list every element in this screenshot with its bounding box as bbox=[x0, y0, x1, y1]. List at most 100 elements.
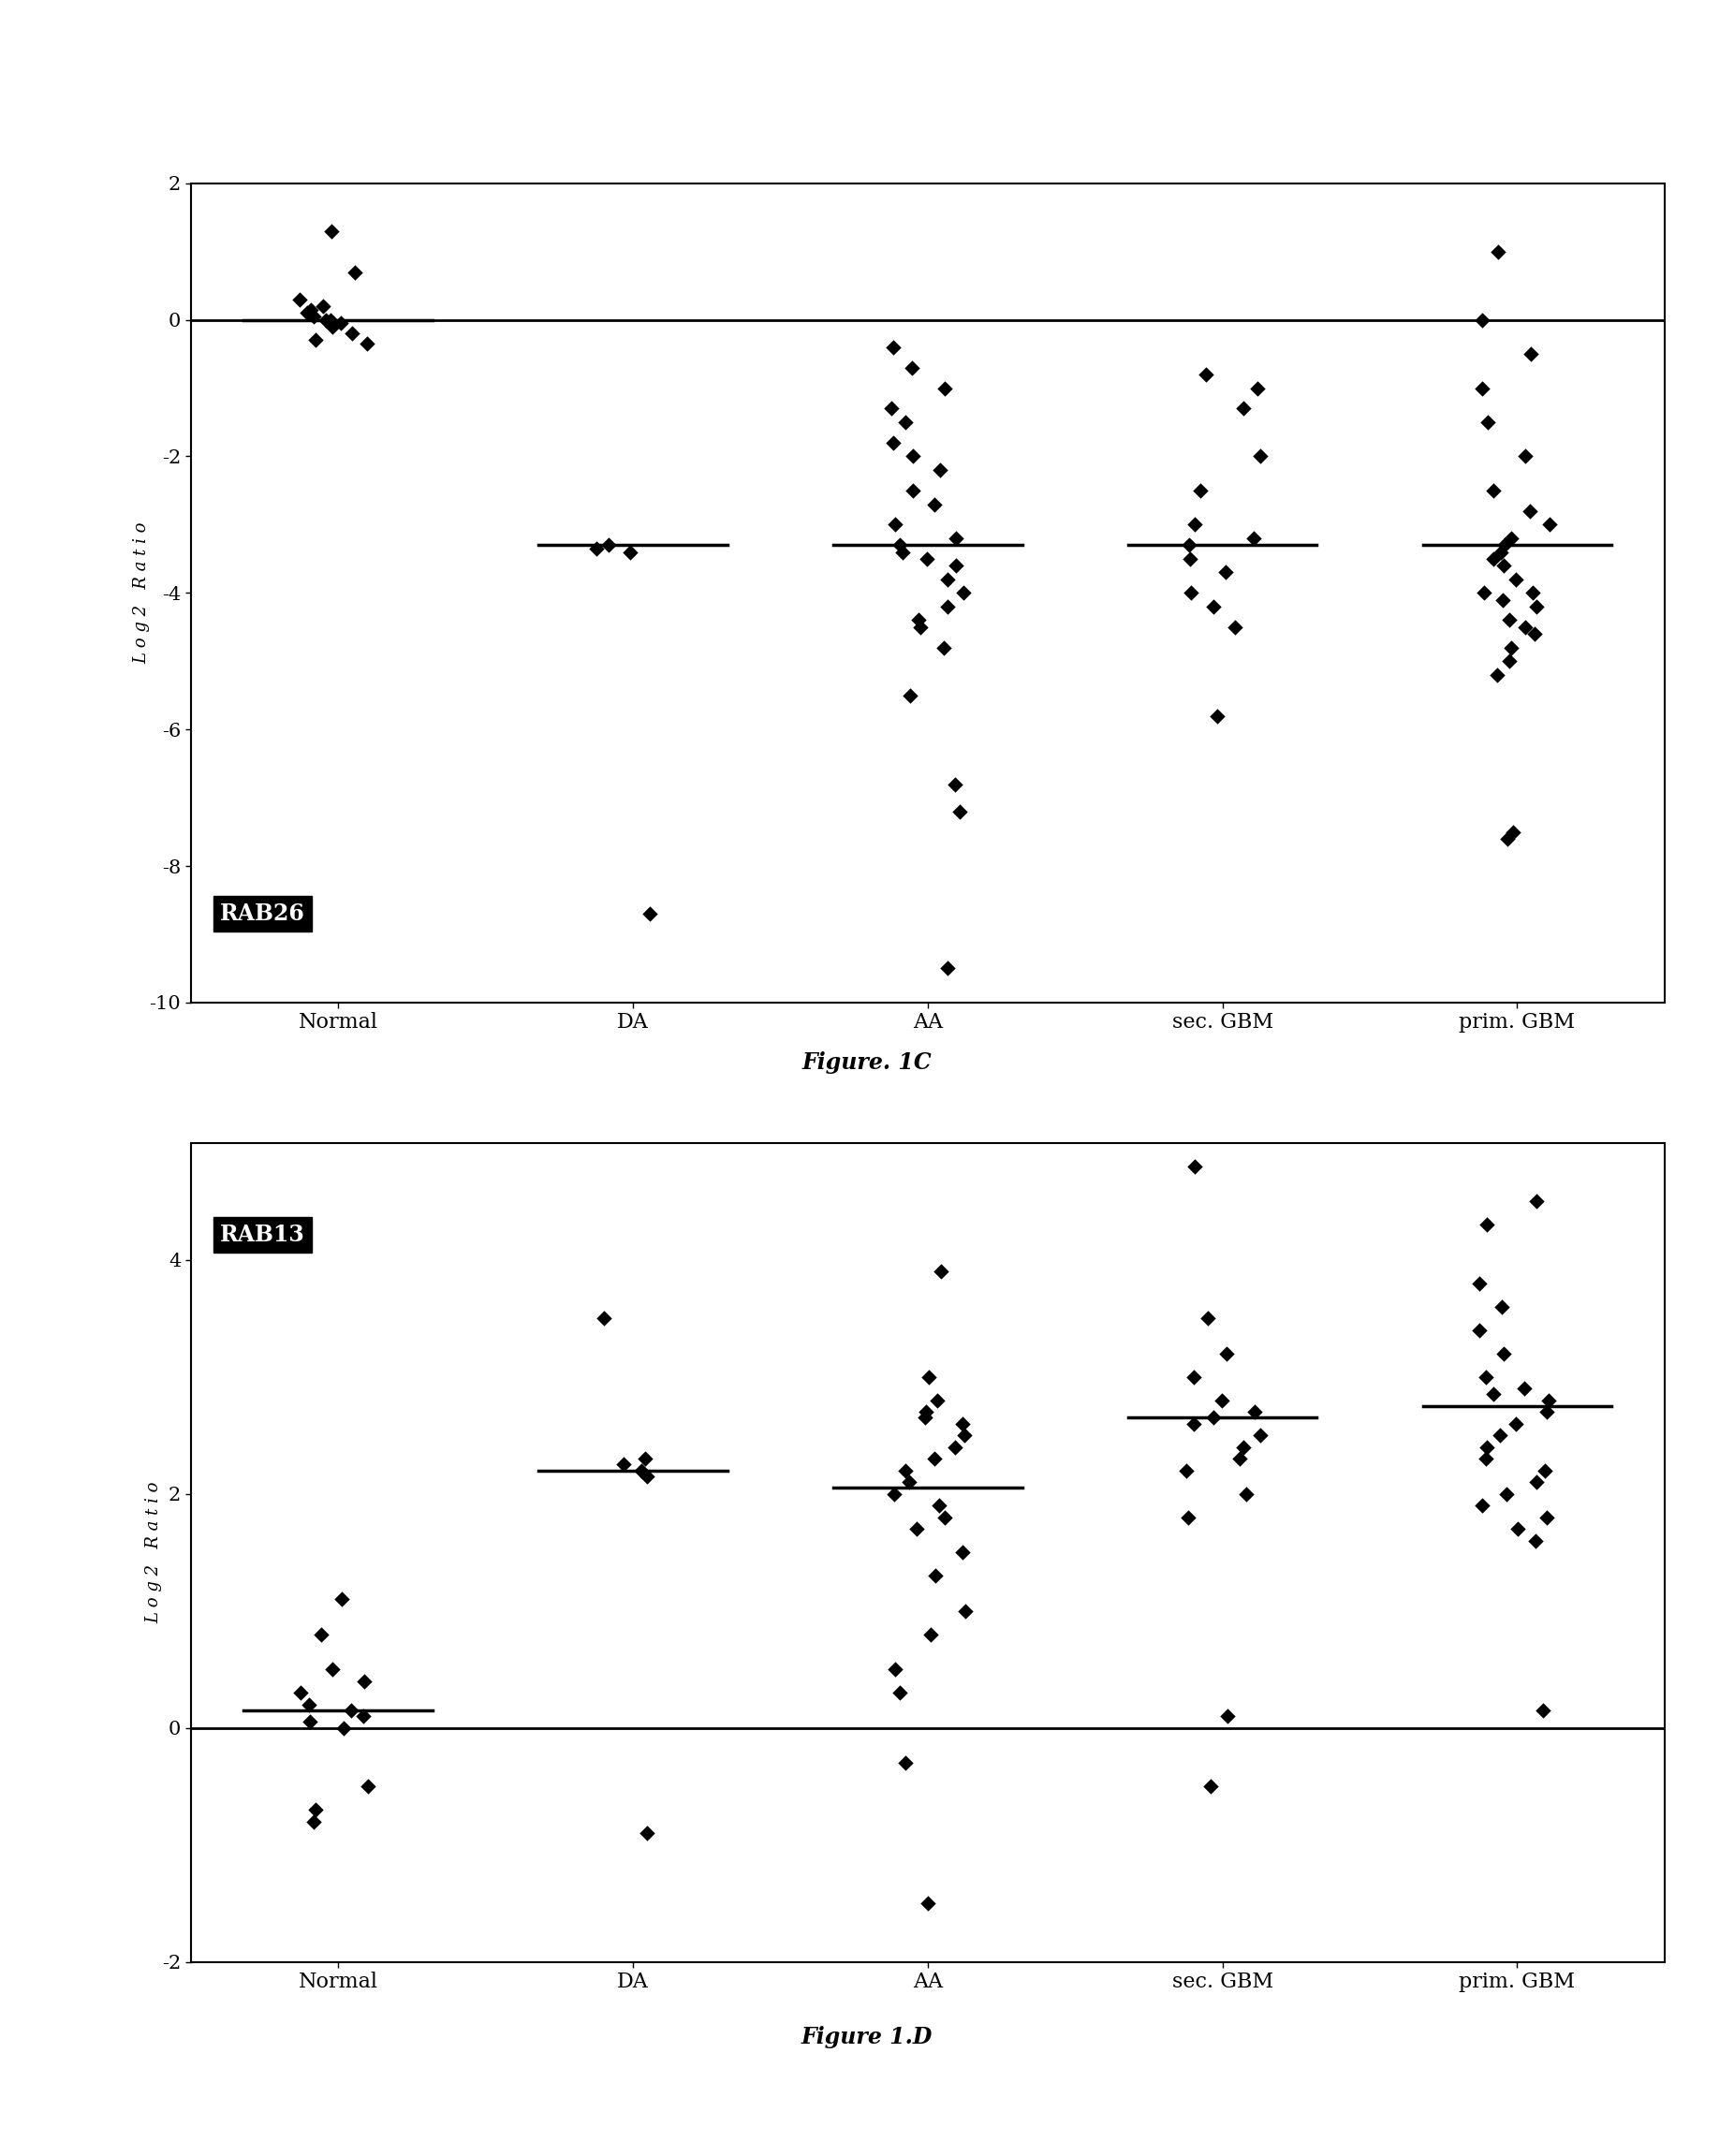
Point bbox=[1490, 582, 1517, 617]
Point bbox=[891, 1453, 919, 1488]
Point bbox=[1465, 1266, 1493, 1300]
Point bbox=[950, 1419, 978, 1453]
Point bbox=[1172, 1453, 1200, 1488]
Point bbox=[295, 1688, 323, 1723]
Point bbox=[1491, 528, 1519, 563]
Point bbox=[1229, 392, 1257, 427]
Point bbox=[1522, 1464, 1550, 1498]
Point bbox=[1522, 1184, 1550, 1218]
Point bbox=[1469, 371, 1496, 405]
Point bbox=[354, 326, 381, 360]
Point bbox=[302, 323, 329, 358]
Point bbox=[928, 1255, 955, 1289]
Point bbox=[1196, 1770, 1224, 1805]
Point bbox=[1179, 1406, 1207, 1440]
Point bbox=[942, 1429, 969, 1464]
Point bbox=[329, 1710, 357, 1744]
Point bbox=[297, 1705, 324, 1740]
Point bbox=[1176, 541, 1203, 576]
Point bbox=[1233, 1477, 1261, 1511]
Point bbox=[1531, 1453, 1559, 1488]
Point bbox=[933, 563, 961, 597]
Point bbox=[610, 1447, 638, 1481]
Point bbox=[921, 1559, 948, 1593]
Point bbox=[916, 1360, 943, 1395]
Point bbox=[898, 440, 926, 474]
Point bbox=[952, 1593, 980, 1628]
Point bbox=[338, 317, 366, 351]
Point bbox=[922, 1382, 950, 1416]
Point bbox=[1240, 522, 1268, 556]
Point bbox=[1512, 610, 1540, 645]
Point bbox=[935, 951, 962, 985]
Point bbox=[1212, 554, 1240, 589]
Point bbox=[312, 302, 340, 336]
Point bbox=[910, 1401, 938, 1436]
Point bbox=[300, 300, 328, 334]
Point bbox=[1243, 371, 1271, 405]
Point bbox=[1486, 535, 1514, 569]
Point bbox=[1496, 522, 1524, 556]
Point bbox=[1483, 658, 1510, 692]
Point bbox=[942, 548, 969, 582]
Point bbox=[595, 528, 623, 563]
Point bbox=[319, 1651, 347, 1686]
Point bbox=[1247, 440, 1274, 474]
Point bbox=[1490, 548, 1517, 582]
Point bbox=[316, 302, 343, 336]
Point bbox=[1502, 1406, 1529, 1440]
Point bbox=[902, 1511, 929, 1546]
Point bbox=[1465, 1313, 1493, 1348]
Point bbox=[896, 677, 924, 711]
Point bbox=[1510, 1371, 1538, 1406]
Point bbox=[328, 1583, 355, 1617]
Point bbox=[890, 535, 917, 569]
Point bbox=[921, 1442, 948, 1477]
Point bbox=[1498, 630, 1526, 664]
Point bbox=[1221, 610, 1248, 645]
Point bbox=[1484, 235, 1512, 270]
Text: RAB26: RAB26 bbox=[220, 903, 305, 925]
Point bbox=[354, 1770, 381, 1805]
Point bbox=[914, 541, 942, 576]
Point bbox=[1200, 589, 1228, 623]
Point bbox=[1470, 576, 1498, 610]
Point bbox=[1479, 541, 1507, 576]
Point bbox=[1535, 507, 1562, 541]
Point bbox=[1214, 1699, 1242, 1733]
Point bbox=[636, 897, 664, 931]
Y-axis label: L o g 2   R a t i o: L o g 2 R a t i o bbox=[134, 522, 151, 664]
Point bbox=[293, 295, 321, 330]
Point bbox=[1474, 1207, 1502, 1242]
Point bbox=[317, 213, 345, 248]
Point bbox=[297, 293, 324, 328]
Point bbox=[1533, 1395, 1561, 1429]
Point bbox=[879, 330, 907, 364]
Point bbox=[1496, 604, 1524, 638]
Point bbox=[881, 507, 909, 541]
Point bbox=[907, 610, 935, 645]
Point bbox=[1502, 563, 1529, 597]
Text: RAB13: RAB13 bbox=[220, 1222, 305, 1246]
Point bbox=[286, 1675, 314, 1710]
Point bbox=[1479, 472, 1507, 507]
Point bbox=[1490, 1337, 1517, 1371]
Point bbox=[924, 1488, 952, 1522]
Point bbox=[1226, 1442, 1254, 1477]
Point bbox=[1493, 821, 1521, 856]
Point bbox=[1469, 1488, 1496, 1522]
Point bbox=[1186, 472, 1214, 507]
Point bbox=[886, 528, 914, 563]
Point bbox=[1472, 1442, 1500, 1477]
Point bbox=[1209, 1382, 1236, 1416]
Point bbox=[877, 392, 905, 427]
Point bbox=[881, 1477, 909, 1511]
Point bbox=[1495, 645, 1522, 679]
Point bbox=[1181, 507, 1209, 541]
Point bbox=[891, 1746, 919, 1781]
Point bbox=[633, 1815, 661, 1850]
Text: Figure 1.D: Figure 1.D bbox=[801, 2027, 933, 2048]
Point bbox=[286, 282, 314, 317]
Point bbox=[328, 306, 355, 341]
Point bbox=[1177, 576, 1205, 610]
